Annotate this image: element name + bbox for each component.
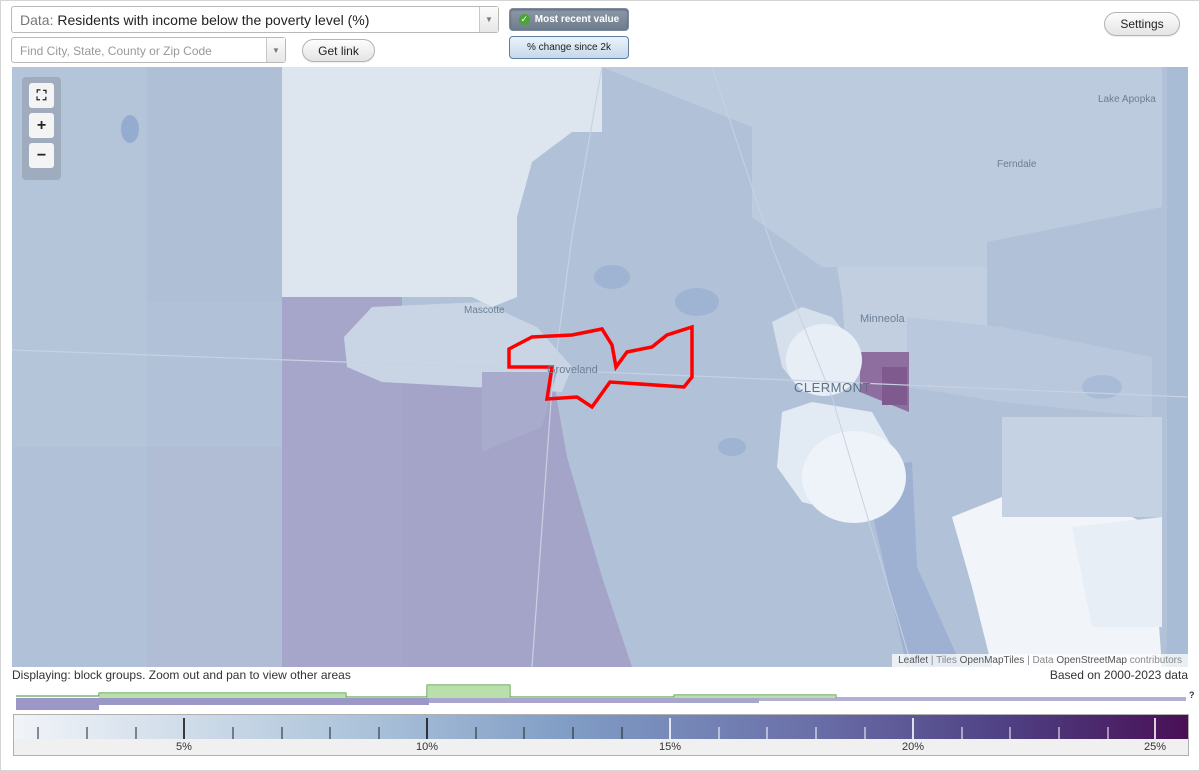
map-tiles: [12, 67, 1188, 667]
check-icon: ✓: [518, 14, 530, 25]
place-label-ferndale: Ferndale: [997, 159, 1037, 170]
data-select-value: Residents with income below the poverty …: [57, 12, 370, 28]
legend-gradient: [14, 715, 1188, 739]
legend-tick-label: 5%: [176, 741, 192, 753]
most-recent-value-toggle[interactable]: ✓ Most recent value: [509, 8, 629, 31]
place-label-clermont: CLERMONT: [794, 380, 871, 395]
fullscreen-icon[interactable]: ⛶: [29, 83, 54, 108]
most-recent-value-label: Most recent value: [534, 14, 620, 25]
legend-ticks: [37, 718, 1156, 739]
chevron-down-icon[interactable]: ▼: [266, 38, 285, 62]
color-legend: 5% 10% 15% 20% 25%: [13, 714, 1189, 756]
place-label-minneola: Minneola: [860, 313, 905, 325]
openstreetmap-link[interactable]: OpenStreetMap: [1056, 655, 1127, 666]
chevron-down-icon[interactable]: ▼: [479, 7, 498, 32]
legend-tick-label: 25%: [1143, 741, 1167, 753]
data-years-note: Based on 2000-2023 data: [1049, 668, 1188, 682]
data-select-label: Data:: [20, 12, 54, 28]
zoom-in-button[interactable]: +: [29, 113, 54, 138]
map-attribution: Leaflet | Tiles OpenMapTiles | Data Open…: [892, 654, 1188, 667]
settings-button[interactable]: Settings: [1104, 12, 1180, 36]
place-label-mascotte: Mascotte: [464, 305, 505, 316]
legend-scale: [14, 739, 1188, 755]
leaflet-link[interactable]: Leaflet: [898, 655, 929, 666]
openmaptiles-link[interactable]: OpenMapTiles: [959, 655, 1025, 666]
choropleth-map[interactable]: Mascotte Groveland Minneola CLERMONT Fer…: [12, 67, 1188, 667]
unknown-marker: ?: [1189, 690, 1195, 700]
display-level-note: Displaying: block groups. Zoom out and p…: [12, 668, 351, 682]
legend-tick-label: 20%: [901, 741, 925, 753]
get-link-button[interactable]: Get link: [302, 39, 375, 62]
place-label-lake-apopka: Lake Apopka: [1098, 94, 1156, 105]
legend-tick-label: 10%: [415, 741, 439, 753]
legend-tick-label: 15%: [658, 741, 682, 753]
place-label-groveland: Groveland: [547, 364, 598, 376]
zoom-out-button[interactable]: −: [29, 143, 54, 168]
data-variable-select[interactable]: Data: Residents with income below the po…: [11, 6, 499, 33]
location-search[interactable]: ▼: [11, 37, 286, 63]
distribution-histogram: [16, 684, 1186, 710]
location-search-input[interactable]: [18, 41, 267, 61]
percent-change-toggle[interactable]: % change since 2k: [509, 36, 629, 59]
map-zoom-controls: ⛶ + −: [22, 77, 61, 180]
